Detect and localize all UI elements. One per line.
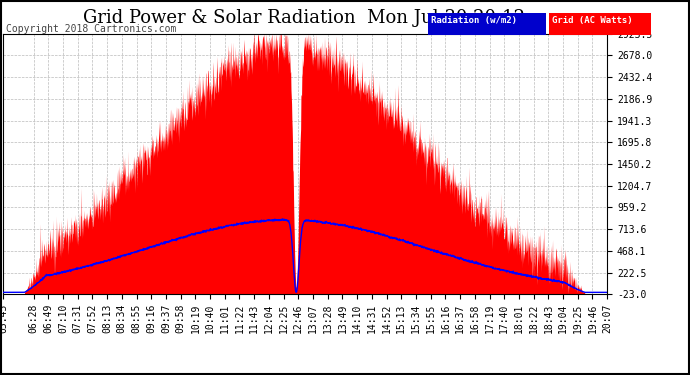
Text: Grid (AC Watts): Grid (AC Watts) — [552, 16, 633, 25]
Text: Radiation (w/m2): Radiation (w/m2) — [431, 16, 518, 25]
Text: Copyright 2018 Cartronics.com: Copyright 2018 Cartronics.com — [6, 24, 176, 34]
Text: Grid Power & Solar Radiation  Mon Jul 30 20:12: Grid Power & Solar Radiation Mon Jul 30 … — [83, 9, 524, 27]
